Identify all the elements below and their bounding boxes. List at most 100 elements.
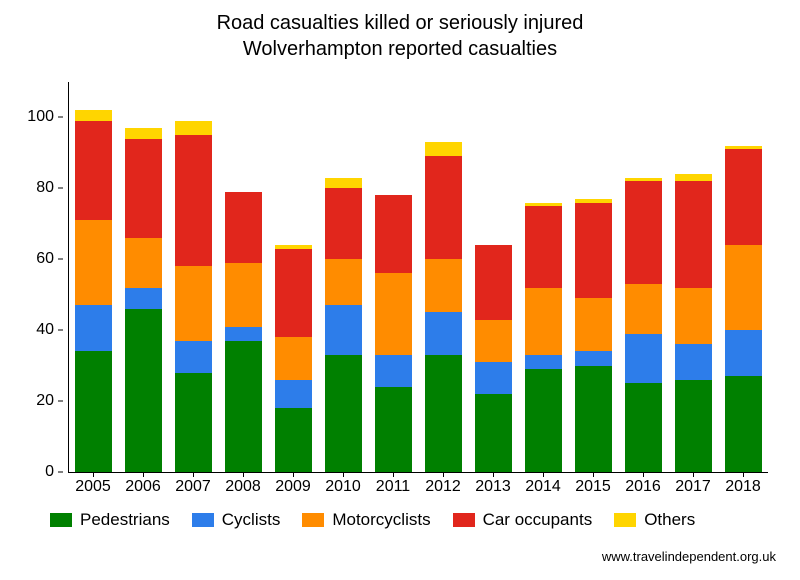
bar-segment bbox=[625, 383, 662, 472]
bar-segment bbox=[625, 284, 662, 334]
bar-group bbox=[325, 178, 362, 472]
legend-label: Cyclists bbox=[222, 510, 281, 530]
bar-group bbox=[75, 110, 112, 472]
bar-group bbox=[125, 128, 162, 472]
x-tick-mark bbox=[493, 472, 494, 477]
bar-segment bbox=[425, 312, 462, 355]
bar-segment bbox=[575, 366, 612, 472]
x-tick-label: 2013 bbox=[475, 478, 511, 496]
bar-group bbox=[425, 142, 462, 472]
x-tick-mark bbox=[743, 472, 744, 477]
bar-segment bbox=[725, 245, 762, 330]
bar-segment bbox=[175, 121, 212, 135]
bar-group bbox=[225, 192, 262, 472]
bar-segment bbox=[125, 309, 162, 472]
legend: PedestriansCyclistsMotorcyclistsCar occu… bbox=[50, 510, 770, 530]
y-tick-mark bbox=[58, 401, 63, 402]
bar-segment bbox=[475, 362, 512, 394]
bar-segment bbox=[675, 174, 712, 181]
bar-segment bbox=[425, 355, 462, 472]
bar-segment bbox=[175, 266, 212, 340]
bar-segment bbox=[175, 341, 212, 373]
bar-group bbox=[675, 174, 712, 472]
bar-segment bbox=[675, 288, 712, 345]
legend-label: Others bbox=[644, 510, 695, 530]
x-tick-label: 2006 bbox=[125, 478, 161, 496]
bar-segment bbox=[325, 259, 362, 305]
legend-swatch bbox=[302, 513, 324, 527]
x-axis-line bbox=[68, 472, 768, 473]
bar-segment bbox=[725, 376, 762, 472]
bar-group bbox=[375, 195, 412, 472]
y-tick-mark bbox=[58, 117, 63, 118]
x-tick-label: 2008 bbox=[225, 478, 261, 496]
bar-group bbox=[175, 121, 212, 472]
x-tick-mark bbox=[293, 472, 294, 477]
y-tick-mark bbox=[58, 188, 63, 189]
bar-segment bbox=[125, 139, 162, 238]
bar-segment bbox=[525, 355, 562, 369]
legend-label: Pedestrians bbox=[80, 510, 170, 530]
bar-segment bbox=[375, 387, 412, 472]
x-tick-mark bbox=[393, 472, 394, 477]
bar-segment bbox=[75, 351, 112, 472]
legend-swatch bbox=[50, 513, 72, 527]
bar-segment bbox=[575, 203, 612, 299]
legend-item: Others bbox=[614, 510, 695, 530]
bar-group bbox=[525, 203, 562, 472]
bar-segment bbox=[425, 142, 462, 156]
bar-segment bbox=[625, 181, 662, 284]
legend-item: Cyclists bbox=[192, 510, 281, 530]
legend-swatch bbox=[453, 513, 475, 527]
bar-segment bbox=[575, 351, 612, 365]
bar-segment bbox=[475, 320, 512, 363]
bar-segment bbox=[275, 337, 312, 380]
bar-group bbox=[475, 245, 512, 472]
x-tick-mark bbox=[343, 472, 344, 477]
x-tick-mark bbox=[693, 472, 694, 477]
chart-title-line1: Road casualties killed or seriously inju… bbox=[0, 10, 800, 36]
chart-container: Road casualties killed or seriously inju… bbox=[0, 0, 800, 580]
y-tick-label: 0 bbox=[45, 463, 54, 481]
bar-segment bbox=[175, 135, 212, 266]
bar-segment bbox=[575, 298, 612, 351]
bar-segment bbox=[725, 330, 762, 376]
legend-item: Pedestrians bbox=[50, 510, 170, 530]
bar-segment bbox=[125, 238, 162, 288]
x-axis-labels: 2005200620072008200920102011201220132014… bbox=[68, 478, 768, 502]
bar-segment bbox=[325, 188, 362, 259]
y-tick-label: 60 bbox=[36, 250, 54, 268]
bar-segment bbox=[75, 305, 112, 351]
x-tick-mark bbox=[593, 472, 594, 477]
bar-segment bbox=[225, 341, 262, 472]
bar-segment bbox=[225, 263, 262, 327]
x-tick-label: 2017 bbox=[675, 478, 711, 496]
bar-segment bbox=[625, 334, 662, 384]
x-tick-mark bbox=[193, 472, 194, 477]
x-tick-mark bbox=[93, 472, 94, 477]
x-tick-mark bbox=[543, 472, 544, 477]
plot-area bbox=[68, 82, 768, 472]
y-tick-mark bbox=[58, 472, 63, 473]
y-tick-label: 20 bbox=[36, 392, 54, 410]
y-tick-mark bbox=[58, 259, 63, 260]
bar-group bbox=[575, 199, 612, 472]
y-tick-label: 40 bbox=[36, 321, 54, 339]
bar-group bbox=[275, 245, 312, 472]
x-tick-mark bbox=[643, 472, 644, 477]
footer-text: www.travelindependent.org.uk bbox=[602, 549, 776, 564]
bar-segment bbox=[325, 305, 362, 355]
bar-segment bbox=[425, 259, 462, 312]
y-tick-label: 100 bbox=[27, 108, 54, 126]
bar-segment bbox=[275, 408, 312, 472]
bar-segment bbox=[375, 195, 412, 273]
bar-segment bbox=[125, 128, 162, 139]
x-tick-label: 2009 bbox=[275, 478, 311, 496]
bar-segment bbox=[225, 327, 262, 341]
x-tick-label: 2010 bbox=[325, 478, 361, 496]
x-tick-mark bbox=[243, 472, 244, 477]
bar-segment bbox=[475, 394, 512, 472]
bar-segment bbox=[525, 206, 562, 288]
legend-swatch bbox=[192, 513, 214, 527]
legend-label: Car occupants bbox=[483, 510, 593, 530]
